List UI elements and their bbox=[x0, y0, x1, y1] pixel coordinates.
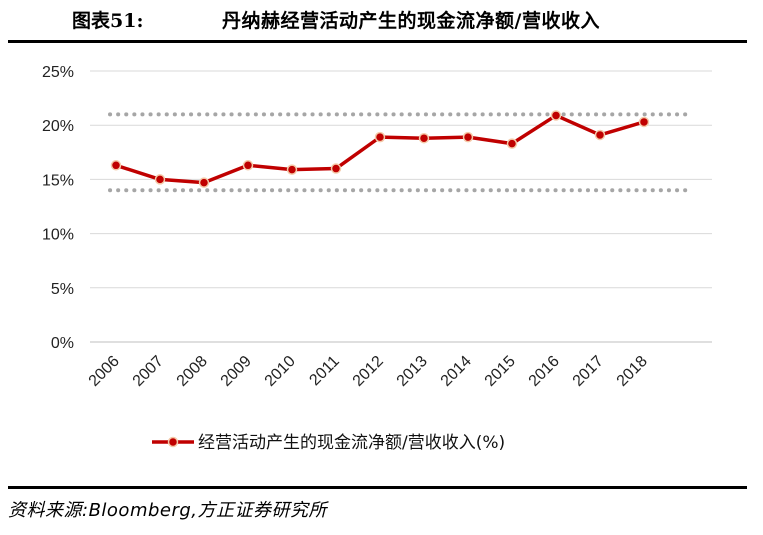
data-point bbox=[374, 131, 386, 143]
bottom-rule bbox=[8, 486, 747, 489]
legend-marker bbox=[167, 436, 179, 448]
x-tick-label: 2014 bbox=[438, 353, 475, 390]
x-tick-label: 2016 bbox=[526, 353, 563, 390]
data-point bbox=[594, 129, 606, 141]
line-chart: 0%5%10%15%20%25% 2006 2007 2008 2009 2010 201… bbox=[42, 64, 712, 453]
data-point bbox=[418, 132, 430, 144]
data-point bbox=[462, 131, 474, 143]
y-tick-label: 5% bbox=[51, 281, 74, 298]
legend: 经营活动产生的现金流净额/营收收入(%) bbox=[152, 433, 505, 453]
x-tick-label: 2017 bbox=[570, 353, 607, 390]
data-point bbox=[110, 160, 122, 171]
figure-title: 丹纳赫经营活动产生的现金流净额/营收收入 bbox=[222, 10, 600, 32]
top-rule bbox=[8, 40, 747, 43]
x-tick-label: 2013 bbox=[394, 353, 431, 390]
legend-label: 经营活动产生的现金流净额/营收收入(%) bbox=[198, 433, 505, 453]
x-tick-label: 2018 bbox=[614, 353, 651, 390]
x-tick-label: 2015 bbox=[482, 353, 519, 390]
data-point bbox=[330, 163, 342, 174]
y-tick-label: 10% bbox=[42, 227, 74, 244]
data-point bbox=[286, 164, 298, 175]
figure-header: 图表51: 丹纳赫经营活动产生的现金流净额/营收收入 bbox=[0, 0, 763, 40]
y-tick-label: 25% bbox=[42, 64, 74, 81]
x-tick-label: 2009 bbox=[218, 353, 255, 390]
y-tick-label: 0% bbox=[51, 335, 74, 352]
x-tick-label: 2012 bbox=[350, 353, 387, 390]
series-layer bbox=[110, 110, 650, 188]
data-point bbox=[550, 110, 562, 121]
data-point bbox=[506, 138, 518, 149]
y-tick-label: 15% bbox=[42, 172, 74, 189]
source-note: 资料来源:Bloomberg,方正证券研究所 bbox=[8, 500, 328, 521]
data-point bbox=[154, 174, 166, 185]
x-axis-ticks: 2006 2007 2008 2009 2010 2011 2012 2013 2014 2015… bbox=[86, 353, 651, 390]
data-point bbox=[242, 160, 254, 171]
x-tick-label: 2010 bbox=[262, 353, 299, 390]
x-tick-label: 2011 bbox=[306, 353, 342, 389]
data-point bbox=[198, 177, 210, 188]
y-axis-ticks: 0% 5% 10% 15% 20% 25% bbox=[42, 64, 74, 352]
gridlines bbox=[90, 70, 712, 343]
figure-label: 图表51: bbox=[72, 10, 144, 32]
x-tick-label: 2008 bbox=[174, 353, 211, 390]
x-tick-label: 2006 bbox=[86, 353, 123, 390]
x-tick-label: 2007 bbox=[130, 353, 167, 390]
y-tick-label: 20% bbox=[42, 118, 74, 135]
reference-lines bbox=[108, 112, 690, 193]
data-point bbox=[638, 116, 650, 128]
